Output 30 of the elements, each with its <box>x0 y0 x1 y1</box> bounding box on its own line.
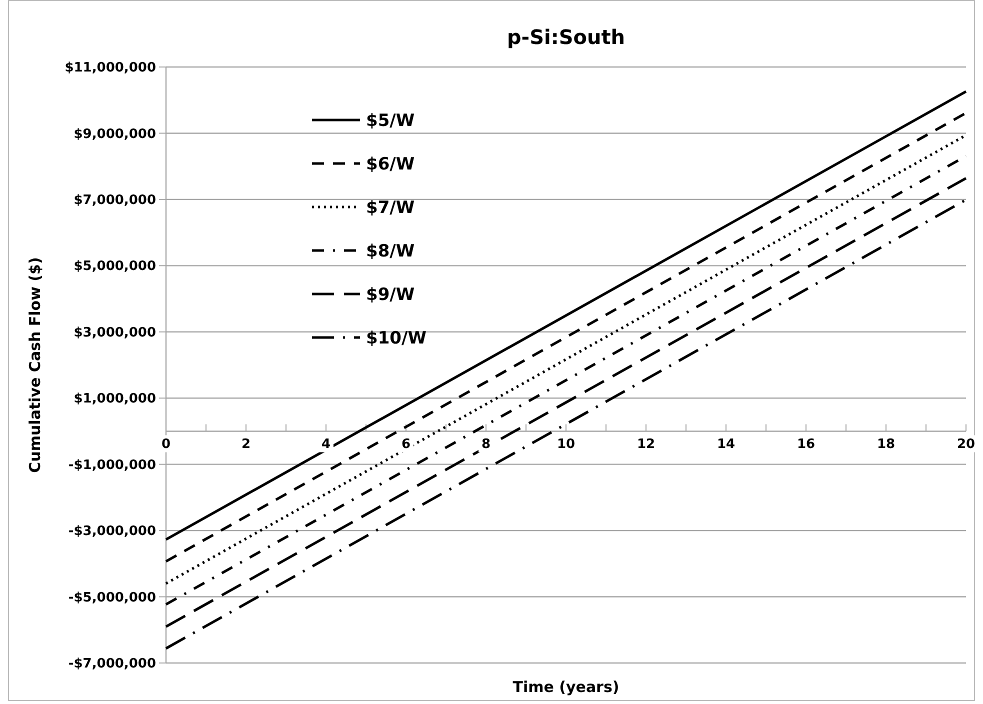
y-tick-label: $3,000,000 <box>74 325 156 340</box>
y-tick-label: -$7,000,000 <box>68 656 156 672</box>
y-tick-label: $9,000,000 <box>74 126 156 142</box>
x-tick-label: 0 <box>161 437 171 452</box>
y-tick-label: -$5,000,000 <box>68 590 156 606</box>
legend-label: $9/W <box>366 284 415 305</box>
x-tick-label: 16 <box>796 437 816 452</box>
x-tick-label: 20 <box>956 437 976 452</box>
y-tick-label: $1,000,000 <box>74 392 156 407</box>
legend-label: $10/W <box>366 328 427 348</box>
legend-label: $7/W <box>366 198 415 218</box>
x-tick-label: 10 <box>556 437 576 452</box>
legend-label: $6/W <box>366 154 415 174</box>
x-tick-label: 14 <box>716 437 736 452</box>
y-tick-label: $5,000,000 <box>74 259 156 274</box>
y-tick-label: -$3,000,000 <box>68 524 156 540</box>
x-tick-label: 12 <box>636 437 656 452</box>
x-tick-label: 8 <box>481 437 491 452</box>
y-axis-title: Cumulative Cash Flow ($) <box>26 257 44 473</box>
y-tick-label: -$1,000,000 <box>68 458 156 473</box>
chart-title: p-Si:South <box>506 25 626 49</box>
x-axis-title: Time (years) <box>512 678 620 696</box>
y-tick-label: $11,000,000 <box>64 60 156 76</box>
x-tick-label: 4 <box>321 437 331 452</box>
legend-label: $8/W <box>366 241 415 262</box>
legend-label: $5/W <box>366 110 415 131</box>
x-tick-label: 6 <box>401 437 411 452</box>
x-tick-label: 2 <box>241 437 251 452</box>
x-tick-label: 18 <box>876 437 896 452</box>
y-tick-label: $7,000,000 <box>74 192 156 208</box>
